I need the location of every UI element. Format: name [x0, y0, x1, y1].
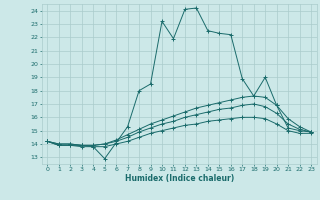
X-axis label: Humidex (Indice chaleur): Humidex (Indice chaleur)	[124, 174, 234, 183]
